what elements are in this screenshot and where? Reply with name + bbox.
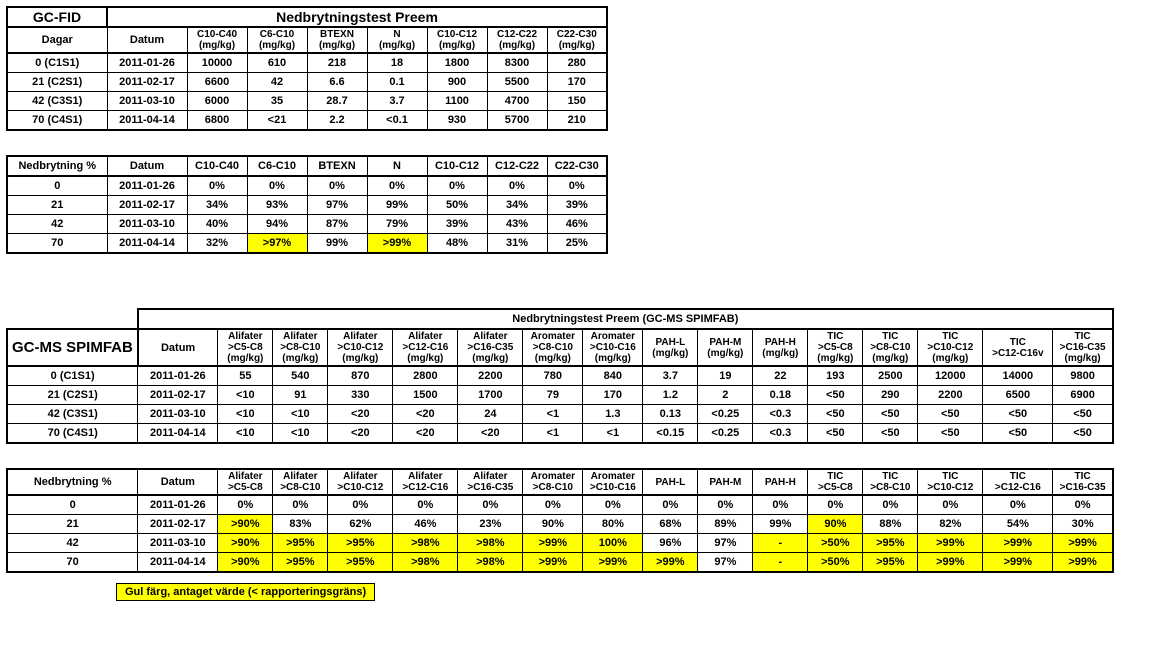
legend-note: Gul färg, antaget värde (< rapporterings… [116, 583, 375, 601]
gc-ms-corner: GC-MS SPIMFAB [7, 329, 138, 366]
gc-ms-title: Nedbrytningstest Preem (GC-MS SPIMFAB) [138, 309, 1113, 329]
gc-fid-table: GC-FIDNedbrytningstest PreemDagarDatumC1… [6, 6, 608, 254]
gc-fid-title: Nedbrytningstest Preem [107, 7, 607, 27]
gc-ms-table: Nedbrytningstest Preem (GC-MS SPIMFAB)GC… [6, 308, 1114, 573]
gc-fid-corner: GC-FID [7, 7, 107, 27]
